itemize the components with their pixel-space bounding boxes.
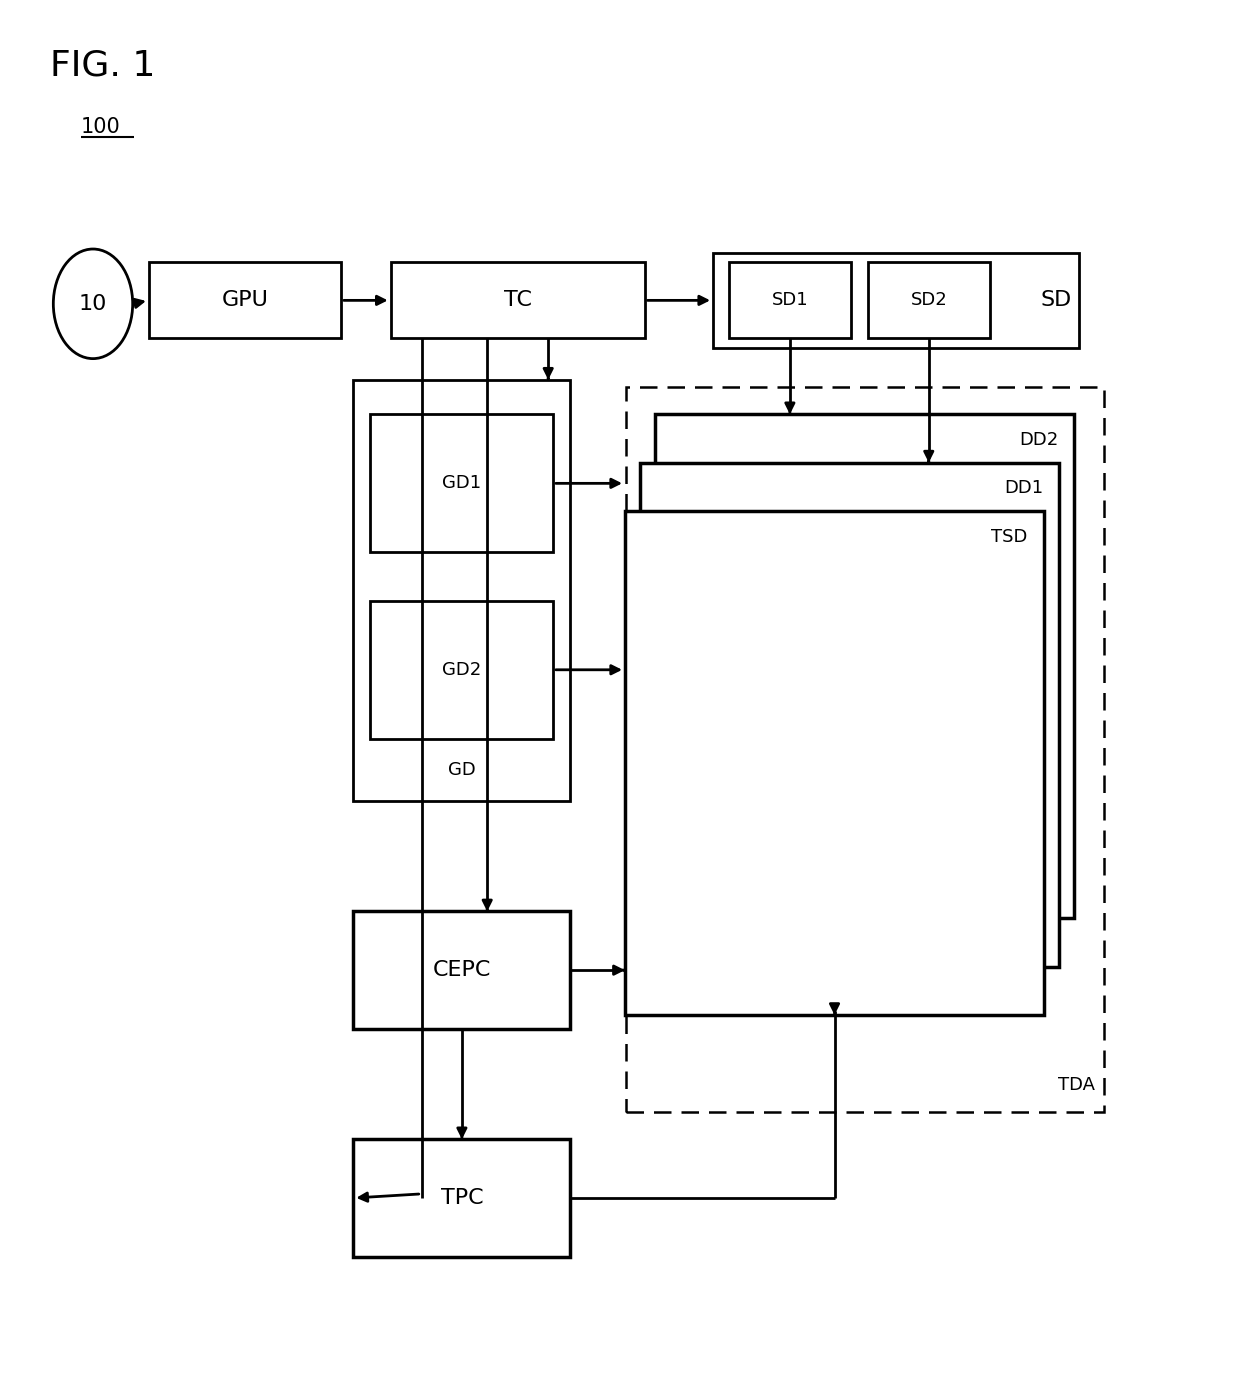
Text: CEPC: CEPC: [433, 960, 491, 981]
Text: SD2: SD2: [910, 291, 947, 309]
Text: TC: TC: [503, 290, 532, 311]
Bar: [391, 262, 645, 338]
Text: TDA: TDA: [1058, 1076, 1095, 1094]
Bar: [370, 601, 553, 739]
Text: 10: 10: [79, 294, 107, 313]
Bar: [713, 253, 1079, 348]
Ellipse shape: [53, 249, 133, 359]
Text: GPU: GPU: [222, 290, 268, 311]
Bar: [868, 262, 990, 338]
Bar: [149, 262, 341, 338]
Text: SD: SD: [1040, 290, 1073, 311]
Text: GD1: GD1: [441, 474, 481, 493]
Text: DD2: DD2: [1019, 431, 1059, 449]
Text: SD1: SD1: [771, 291, 808, 309]
Text: TPC: TPC: [440, 1188, 484, 1208]
Text: GD: GD: [448, 761, 476, 779]
Bar: [640, 463, 1059, 967]
Bar: [353, 380, 570, 801]
Text: DD1: DD1: [1004, 479, 1044, 497]
Bar: [626, 387, 1104, 1112]
Text: GD2: GD2: [441, 660, 481, 679]
Bar: [353, 1139, 570, 1257]
Bar: [729, 262, 851, 338]
Bar: [353, 911, 570, 1029]
Bar: [655, 414, 1074, 918]
Bar: [370, 414, 553, 552]
Text: TSD: TSD: [991, 528, 1028, 545]
Bar: [625, 511, 1044, 1015]
Text: 100: 100: [81, 117, 120, 137]
Text: FIG. 1: FIG. 1: [50, 48, 155, 83]
